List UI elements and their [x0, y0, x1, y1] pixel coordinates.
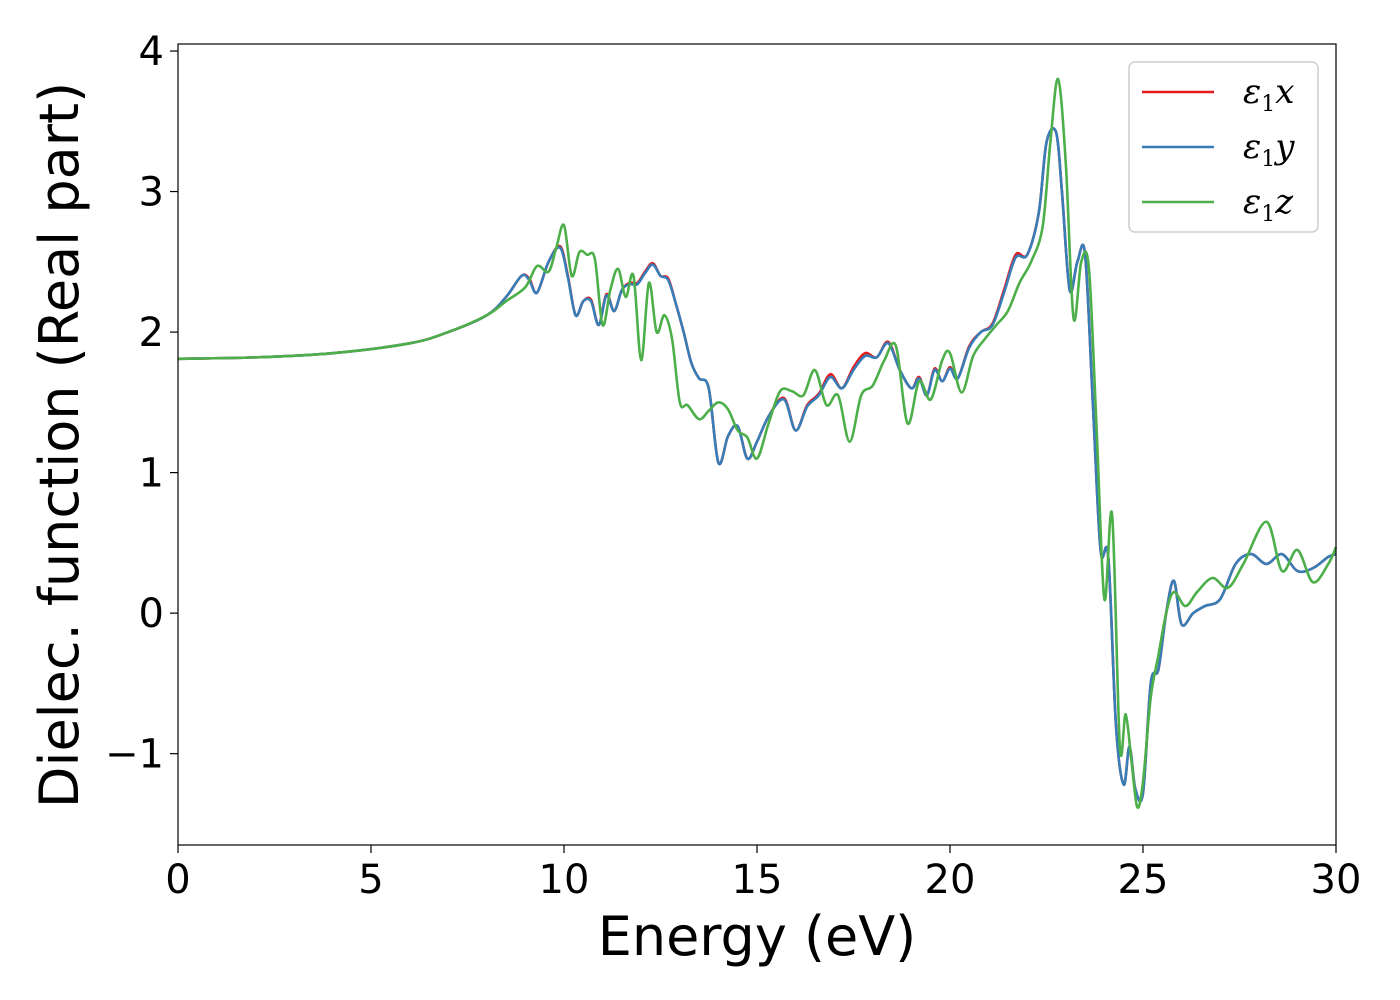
- y-axis: −1 0 1 2 3 4: [105, 29, 178, 778]
- legend-entries: ε1x ε1y ε1z: [1142, 72, 1295, 227]
- x-tick-label: 20: [925, 857, 976, 903]
- x-tick-label: 0: [165, 857, 190, 903]
- y-tick-label: 3: [139, 170, 164, 216]
- x-axis: 0 5 10 15 20 25 30: [165, 845, 1361, 903]
- x-tick-label: 30: [1311, 857, 1362, 903]
- data-lines: [177, 77, 1338, 810]
- y-tick-label: 2: [139, 310, 164, 356]
- x-tick-label: 5: [358, 857, 383, 903]
- legend-label-y: ε1y: [1243, 127, 1295, 172]
- y-tick-label: −1: [105, 732, 164, 778]
- x-tick-label: 15: [732, 857, 783, 903]
- x-axis-title: Energy (eV): [598, 905, 917, 968]
- y-tick-label: 1: [139, 451, 164, 497]
- legend-box: [1128, 61, 1319, 233]
- x-tick-label: 10: [539, 857, 590, 903]
- y-tick-label: 0: [139, 591, 164, 637]
- y-tick-label: 4: [139, 29, 164, 75]
- legend: ε1x ε1y ε1z: [1128, 61, 1319, 233]
- x-tick-label: 25: [1118, 857, 1169, 903]
- y-axis-title: Dielec. function (Real part): [28, 82, 91, 808]
- series-line-z: [177, 77, 1338, 810]
- legend-label-z: ε1z: [1243, 182, 1294, 227]
- legend-label-x: ε1x: [1243, 72, 1294, 117]
